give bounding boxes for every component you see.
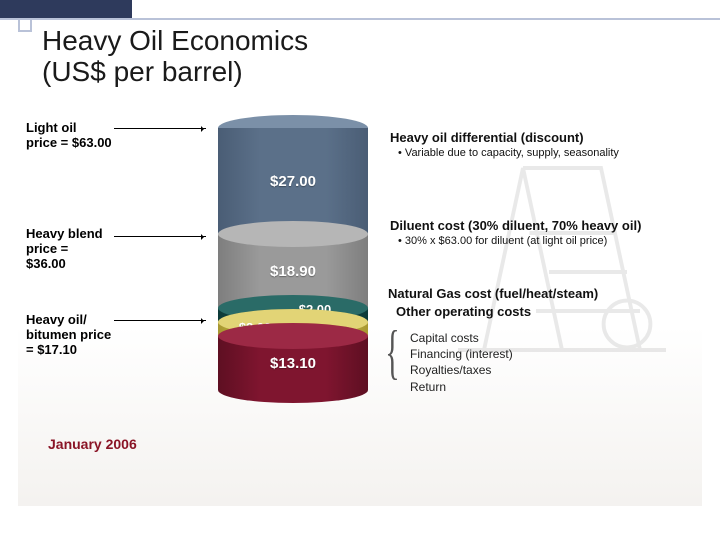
title-line2: (US$ per barrel) bbox=[42, 56, 243, 87]
right-natgas-heading: Natural Gas cost (fuel/heat/steam) bbox=[388, 286, 698, 301]
cylinder-segment-differential: $27.00 bbox=[218, 128, 368, 234]
segment-top-ellipse bbox=[218, 323, 368, 349]
left-bit-l1: Heavy oil/ bbox=[26, 312, 87, 327]
arrow-light-icon bbox=[114, 128, 206, 129]
list-capital: Capital costs bbox=[410, 330, 513, 346]
segment-label-capital: $13.10 bbox=[218, 355, 368, 372]
diagram-area: Light oil price = $63.00 Heavy blend pri… bbox=[18, 106, 702, 506]
right-differential: Heavy oil differential (discount) Variab… bbox=[390, 130, 690, 159]
right-diff-heading: Heavy oil differential (discount) bbox=[390, 130, 690, 145]
arrow-bitumen-icon bbox=[114, 320, 206, 321]
right-diluent: Diluent cost (30% diluent, 70% heavy oil… bbox=[390, 218, 700, 247]
page-title: Heavy Oil Economics (US$ per barrel) bbox=[42, 26, 308, 88]
left-label-heavy-blend: Heavy blend price = $36.00 bbox=[26, 226, 103, 271]
right-capital-list: Capital costs Financing (interest) Royal… bbox=[410, 330, 513, 395]
left-bit-l3: = $17.10 bbox=[26, 342, 77, 357]
arrow-blend-icon bbox=[114, 236, 206, 237]
left-bit-l2: bitumen price bbox=[26, 327, 111, 342]
right-diff-sub: Variable due to capacity, supply, season… bbox=[398, 147, 690, 159]
left-blend-l3: $36.00 bbox=[26, 256, 66, 271]
right-ops: Other operating costs bbox=[396, 304, 706, 319]
left-label-bitumen: Heavy oil/ bitumen price = $17.10 bbox=[26, 312, 111, 357]
left-light-l2: price = $63.00 bbox=[26, 135, 112, 150]
list-return: Return bbox=[410, 379, 513, 395]
right-dil-heading: Diluent cost (30% diluent, 70% heavy oil… bbox=[390, 218, 700, 233]
left-blend-l1: Heavy blend bbox=[26, 226, 103, 241]
brace-icon: { bbox=[385, 322, 399, 382]
right-ops-heading: Other operating costs bbox=[396, 304, 706, 319]
cylinder-segment-capital: $13.10 bbox=[218, 336, 368, 390]
segment-top-ellipse bbox=[218, 221, 368, 247]
segment-bottom-ellipse bbox=[218, 377, 368, 403]
date-label: January 2006 bbox=[48, 436, 137, 452]
header-rule bbox=[0, 18, 720, 20]
left-label-light-oil: Light oil price = $63.00 bbox=[26, 120, 112, 150]
list-royalties: Royalties/taxes bbox=[410, 362, 513, 378]
title-line1: Heavy Oil Economics bbox=[42, 25, 308, 56]
left-blend-l2: price = bbox=[26, 241, 68, 256]
right-natgas: Natural Gas cost (fuel/heat/steam) bbox=[388, 286, 698, 301]
right-dil-sub: 30% x $63.00 for diluent (at light oil p… bbox=[398, 235, 700, 247]
header-bullet-icon bbox=[18, 18, 32, 32]
segment-label-diluent: $18.90 bbox=[218, 263, 368, 280]
header-accent-bar bbox=[0, 0, 132, 18]
list-financing: Financing (interest) bbox=[410, 346, 513, 362]
segment-label-differential: $27.00 bbox=[218, 173, 368, 190]
left-light-l1: Light oil bbox=[26, 120, 77, 135]
